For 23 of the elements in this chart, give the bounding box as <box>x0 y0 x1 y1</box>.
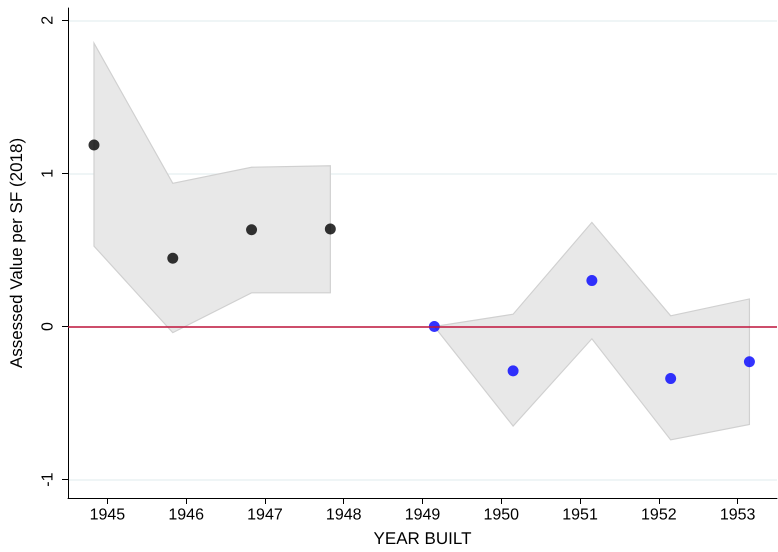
y-axis-title: Assessed Value per SF (2018) <box>7 138 26 368</box>
x-tick-label: 1952 <box>641 506 677 524</box>
x-tick-label: 1950 <box>483 506 520 524</box>
y-tick-label: 2 <box>40 16 56 25</box>
x-tick-label: 1953 <box>720 506 756 524</box>
point <box>324 223 336 234</box>
x-tick-label: 1946 <box>168 506 204 524</box>
x-tick-label: 1948 <box>326 506 362 524</box>
x-tick-label: 1945 <box>90 506 126 524</box>
x-tick-label: 1951 <box>562 506 598 524</box>
point <box>586 275 598 286</box>
point <box>744 356 755 368</box>
point <box>167 252 178 264</box>
x-axis-title: YEAR BUILT <box>374 529 472 548</box>
x-tick-label: 1947 <box>247 506 283 524</box>
y-tick-label: 0 <box>40 322 56 331</box>
y-tick-label: 1 <box>40 168 56 178</box>
point <box>508 365 519 376</box>
point <box>88 140 100 151</box>
point <box>665 373 676 384</box>
point <box>246 224 258 236</box>
x-tick-label: 1949 <box>404 506 440 524</box>
y-tick-label: -1 <box>40 472 56 487</box>
